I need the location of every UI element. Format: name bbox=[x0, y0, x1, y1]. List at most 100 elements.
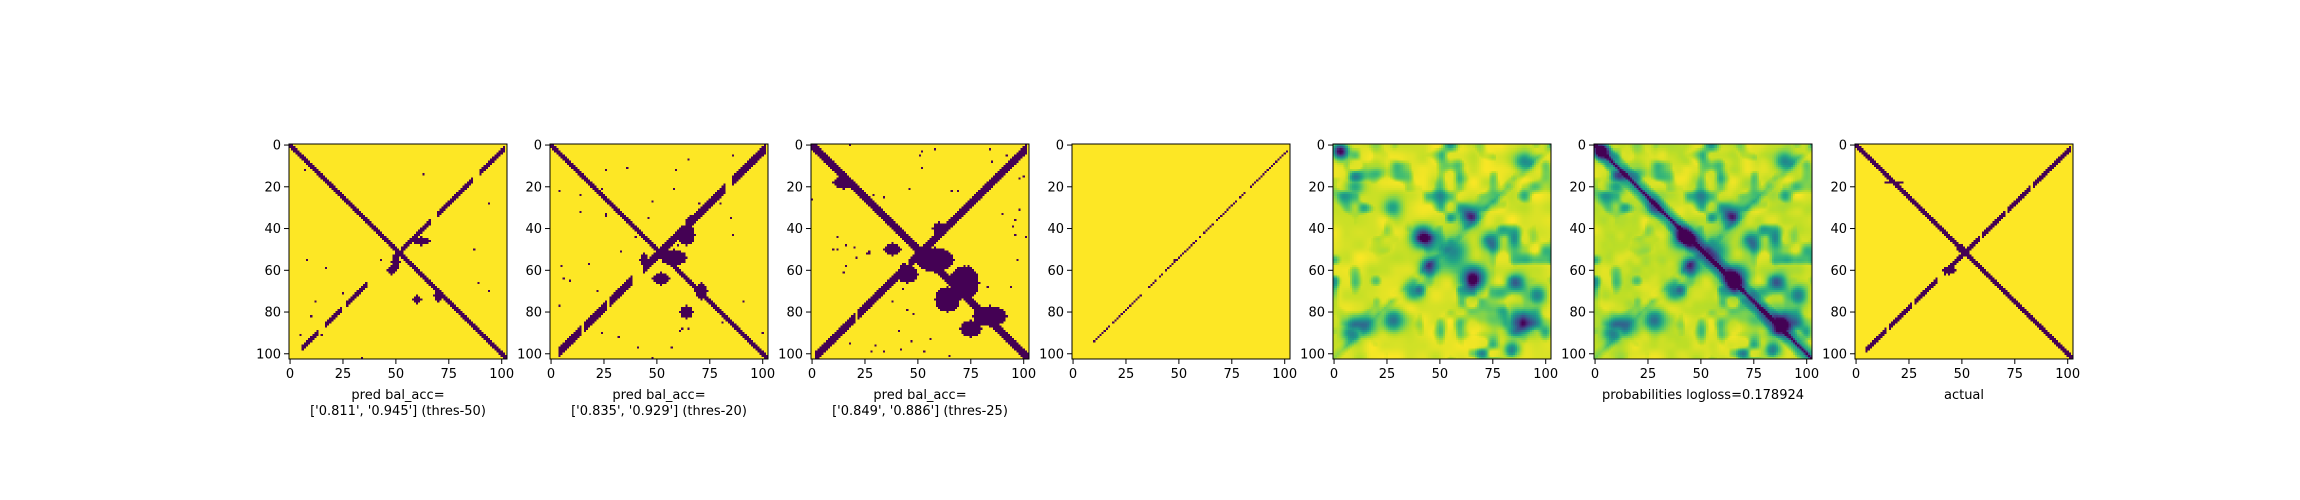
x-axis-label-line: ['0.849', '0.886'] (thres-25) bbox=[832, 404, 1008, 419]
y-tick-label: 60 bbox=[264, 264, 281, 279]
heatmap-image bbox=[1855, 144, 2073, 359]
y-tick-label: 40 bbox=[1569, 222, 1586, 237]
x-tick-label: 50 bbox=[910, 367, 927, 382]
y-tick-label: 100 bbox=[1300, 347, 1325, 362]
y-tick-label: 60 bbox=[1830, 264, 1847, 279]
axes-frame bbox=[1332, 143, 1552, 360]
y-tick-label: 20 bbox=[264, 180, 281, 195]
heatmap-image bbox=[1072, 144, 1290, 359]
axes-frame bbox=[288, 143, 508, 360]
y-tick-label: 40 bbox=[1830, 222, 1847, 237]
y-tick-label: 0 bbox=[1839, 139, 1847, 154]
x-tick-label: 0 bbox=[1069, 367, 1077, 382]
heatmap-image bbox=[811, 144, 1029, 359]
x-tick-label: 25 bbox=[1379, 367, 1396, 382]
y-tick-label: 60 bbox=[1308, 264, 1325, 279]
y-tick-label: 0 bbox=[1578, 139, 1586, 154]
y-tick-label: 20 bbox=[525, 180, 542, 195]
x-tick-label: 0 bbox=[1852, 367, 1860, 382]
x-tick-label: 0 bbox=[286, 367, 294, 382]
y-tick-label: 100 bbox=[778, 347, 803, 362]
y-tick-label: 80 bbox=[1569, 306, 1586, 321]
axes-frame bbox=[549, 143, 769, 360]
y-tick-label: 60 bbox=[525, 264, 542, 279]
y-tick-label: 20 bbox=[1830, 180, 1847, 195]
x-tick-label: 75 bbox=[963, 367, 980, 382]
x-tick-label: 50 bbox=[1432, 367, 1449, 382]
heatmap-panel-4: 0 25 50 75 100 0 20 40 60 80 100 bbox=[1039, 139, 1297, 382]
y-tick-label: 40 bbox=[264, 222, 281, 237]
x-tick-label: 25 bbox=[1118, 367, 1135, 382]
y-tick-label: 20 bbox=[1047, 180, 1064, 195]
y-tick-label: 60 bbox=[1569, 264, 1586, 279]
x-tick-label: 75 bbox=[441, 367, 458, 382]
axes-frame bbox=[1593, 143, 1813, 360]
x-axis-label-line: pred bal_acc= bbox=[612, 388, 705, 403]
x-tick-label: 100 bbox=[1272, 367, 1297, 382]
x-tick-label: 25 bbox=[596, 367, 613, 382]
y-tick-label: 80 bbox=[1047, 306, 1064, 321]
axes-frame bbox=[1854, 143, 2074, 360]
x-axis-label-line: pred bal_acc= bbox=[351, 388, 444, 403]
x-axis-label: probabilities logloss=0.178924 bbox=[1602, 388, 1804, 403]
heatmap-image bbox=[1594, 144, 1812, 359]
y-tick-label: 100 bbox=[1561, 347, 1586, 362]
x-tick-label: 50 bbox=[1171, 367, 1188, 382]
y-tick-label: 40 bbox=[1308, 222, 1325, 237]
x-tick-label: 25 bbox=[335, 367, 352, 382]
x-tick-label: 0 bbox=[1330, 367, 1338, 382]
x-tick-label: 25 bbox=[1640, 367, 1657, 382]
y-tick-label: 40 bbox=[525, 222, 542, 237]
x-axis-label: pred bal_acc= ['0.835', '0.929'] (thres-2… bbox=[571, 388, 747, 419]
x-axis-label-line: actual bbox=[1944, 388, 1984, 403]
y-tick-label: 100 bbox=[256, 347, 281, 362]
x-tick-label: 100 bbox=[489, 367, 514, 382]
x-tick-label: 75 bbox=[1485, 367, 1502, 382]
y-tick-label: 40 bbox=[1047, 222, 1064, 237]
y-tick-label: 60 bbox=[1047, 264, 1064, 279]
y-tick-label: 80 bbox=[525, 306, 542, 321]
x-axis-label-line: pred bal_acc= bbox=[873, 388, 966, 403]
heatmap-image bbox=[550, 144, 768, 359]
x-tick-label: 0 bbox=[1591, 367, 1599, 382]
y-tick-label: 100 bbox=[517, 347, 542, 362]
x-axis-label: pred bal_acc= ['0.849', '0.886'] (thres-2… bbox=[832, 388, 1008, 419]
x-tick-label: 50 bbox=[1693, 367, 1710, 382]
heatmap-panel-5: 0 25 50 75 100 0 20 40 60 80 100 bbox=[1300, 139, 1558, 382]
x-tick-label: 75 bbox=[2007, 367, 2024, 382]
axes-frame bbox=[1071, 143, 1291, 360]
y-tick-label: 40 bbox=[786, 222, 803, 237]
y-tick-label: 60 bbox=[786, 264, 803, 279]
y-tick-label: 80 bbox=[1308, 306, 1325, 321]
y-tick-label: 0 bbox=[1317, 139, 1325, 154]
x-tick-label: 50 bbox=[388, 367, 405, 382]
y-tick-label: 20 bbox=[786, 180, 803, 195]
y-tick-label: 20 bbox=[1569, 180, 1586, 195]
x-tick-label: 25 bbox=[1901, 367, 1918, 382]
x-tick-label: 75 bbox=[1746, 367, 1763, 382]
x-tick-label: 75 bbox=[1224, 367, 1241, 382]
x-axis-label: actual bbox=[1944, 388, 1984, 403]
x-tick-label: 25 bbox=[857, 367, 874, 382]
y-tick-label: 80 bbox=[1830, 306, 1847, 321]
x-tick-label: 100 bbox=[2055, 367, 2080, 382]
x-tick-label: 0 bbox=[808, 367, 816, 382]
y-tick-label: 0 bbox=[1056, 139, 1064, 154]
y-tick-label: 100 bbox=[1822, 347, 1847, 362]
x-axis-label-line: probabilities logloss=0.178924 bbox=[1602, 388, 1804, 403]
y-tick-label: 80 bbox=[264, 306, 281, 321]
x-tick-label: 100 bbox=[750, 367, 775, 382]
x-tick-label: 100 bbox=[1794, 367, 1819, 382]
y-tick-label: 0 bbox=[273, 139, 281, 154]
heatmap-image bbox=[289, 144, 507, 359]
x-axis-label-line: ['0.835', '0.929'] (thres-20) bbox=[571, 404, 747, 419]
heatmap-image bbox=[1333, 144, 1551, 359]
y-tick-label: 0 bbox=[534, 139, 542, 154]
y-tick-label: 100 bbox=[1039, 347, 1064, 362]
y-tick-label: 0 bbox=[795, 139, 803, 154]
x-tick-label: 0 bbox=[547, 367, 555, 382]
